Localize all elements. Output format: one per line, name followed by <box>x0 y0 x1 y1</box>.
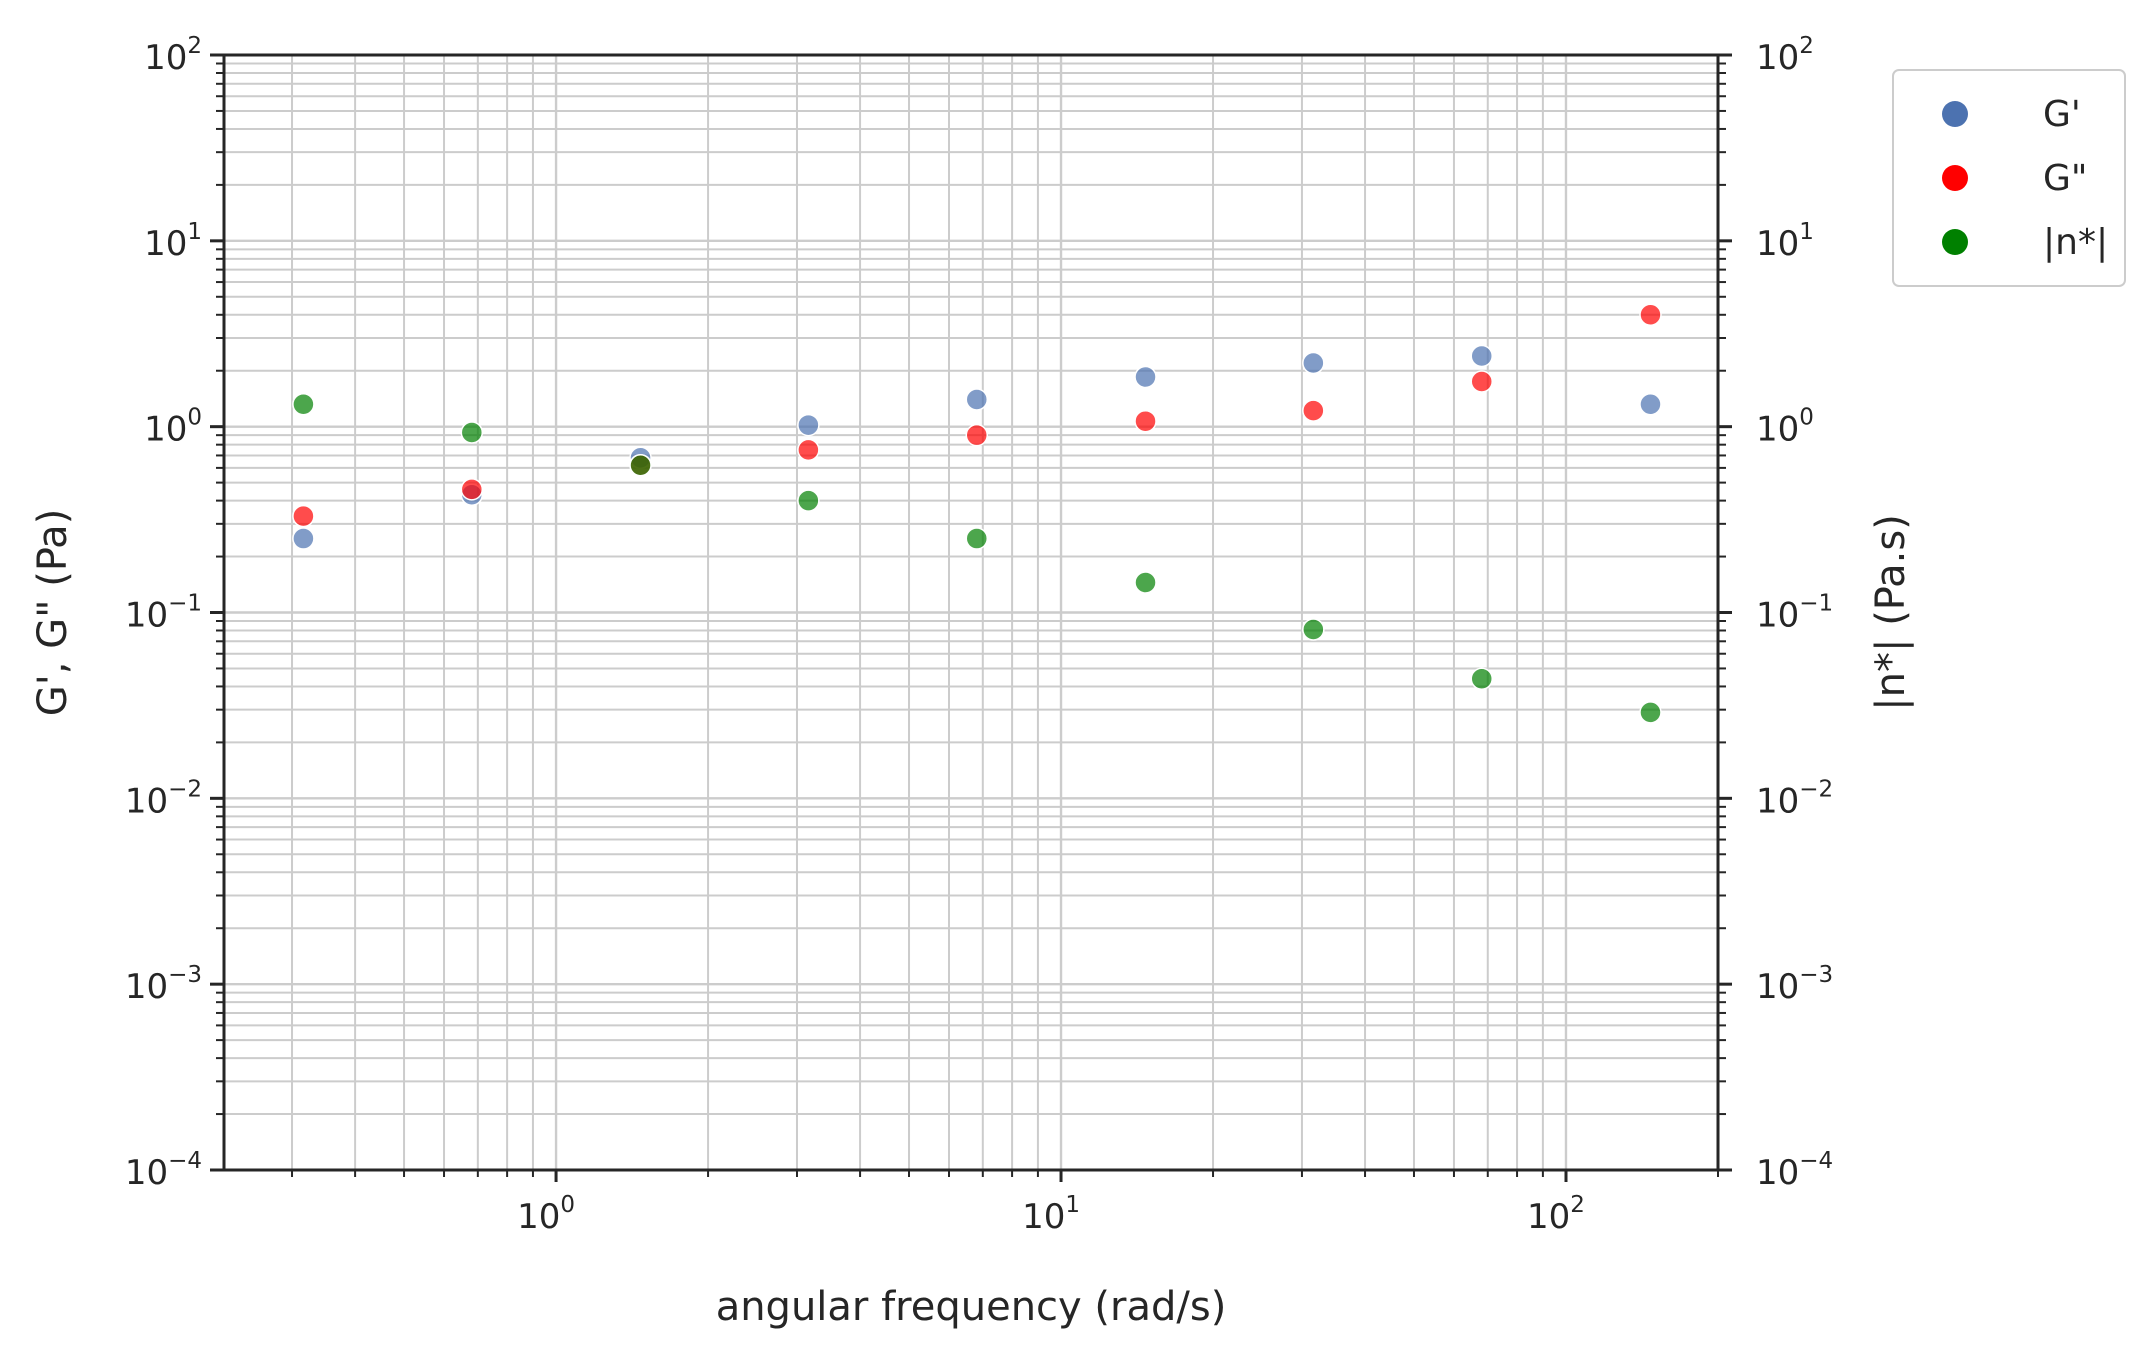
left-y-tick-label: 10−2 <box>125 776 202 821</box>
data-point-series-2 <box>1302 618 1325 641</box>
legend-marker-series-0 <box>1942 101 1968 127</box>
legend: G' G" |n*| <box>1892 69 2126 287</box>
data-point-series-1 <box>1134 409 1157 433</box>
data-point-series-0 <box>1470 344 1493 368</box>
data-point-series-2 <box>965 527 989 550</box>
right-y-tick-label: 10−4 <box>1756 1148 1833 1193</box>
right-y-tick-label: 101 <box>1756 219 1814 264</box>
x-tick-label: 100 <box>517 1192 575 1237</box>
data-point-series-1 <box>1470 370 1493 393</box>
left-y-tick-label: 102 <box>144 33 202 78</box>
right-y-tick-label: 100 <box>1756 405 1814 450</box>
data-points <box>292 303 1662 724</box>
right-y-tick-label: 10−2 <box>1756 776 1833 821</box>
legend-marker-series-1 <box>1942 165 1968 191</box>
data-point-series-0 <box>1639 393 1662 416</box>
data-point-series-1 <box>1639 303 1662 327</box>
right-y-tick-label: 102 <box>1756 33 1814 78</box>
data-point-series-1 <box>1302 399 1325 422</box>
data-point-series-0 <box>797 413 820 437</box>
data-point-series-1 <box>292 504 315 528</box>
right-y-axis-label: |n*| (Pa.s) <box>1868 514 1914 711</box>
data-point-series-1 <box>797 438 820 462</box>
data-point-series-0 <box>292 527 315 550</box>
axis-ticks <box>210 53 1732 1182</box>
data-point-series-2 <box>1470 667 1493 691</box>
data-point-series-0 <box>1302 351 1325 375</box>
right-y-tick-label: 10−1 <box>1756 591 1833 636</box>
data-point-series-0 <box>1134 365 1157 389</box>
x-tick-label: 101 <box>1022 1192 1080 1237</box>
data-point-series-2 <box>292 393 315 416</box>
data-point-series-2 <box>1134 571 1157 594</box>
data-point-series-0 <box>965 388 989 411</box>
left-y-tick-label: 101 <box>144 219 202 264</box>
left-y-tick-label: 10−3 <box>125 962 202 1007</box>
data-point-series-1 <box>965 423 989 447</box>
x-tick-label: 102 <box>1527 1192 1585 1237</box>
data-point-series-2 <box>460 421 484 444</box>
legend-marker-series-2 <box>1942 229 1968 255</box>
data-point-series-1 <box>460 478 484 501</box>
left-y-axis-label: G', G" (Pa) <box>30 509 76 717</box>
left-y-tick-label: 10−4 <box>125 1148 202 1193</box>
tick-labels: 100 101 102 10−4 10−3 10−2 10−1 100 101 102 10−4 10… <box>125 33 1833 1237</box>
data-point-series-2 <box>629 453 652 477</box>
left-y-tick-label: 100 <box>144 405 202 450</box>
data-point-series-2 <box>1639 701 1662 724</box>
legend-label-series-0: G' <box>2043 94 2081 135</box>
left-y-tick-label: 10−1 <box>125 591 202 636</box>
legend-label-series-1: G" <box>2043 158 2087 199</box>
x-axis-label: angular frequency (rad/s) <box>716 1284 1227 1330</box>
legend-label-series-2: |n*| <box>2043 222 2108 263</box>
right-y-tick-label: 10−3 <box>1756 962 1833 1007</box>
data-point-series-2 <box>797 489 820 512</box>
